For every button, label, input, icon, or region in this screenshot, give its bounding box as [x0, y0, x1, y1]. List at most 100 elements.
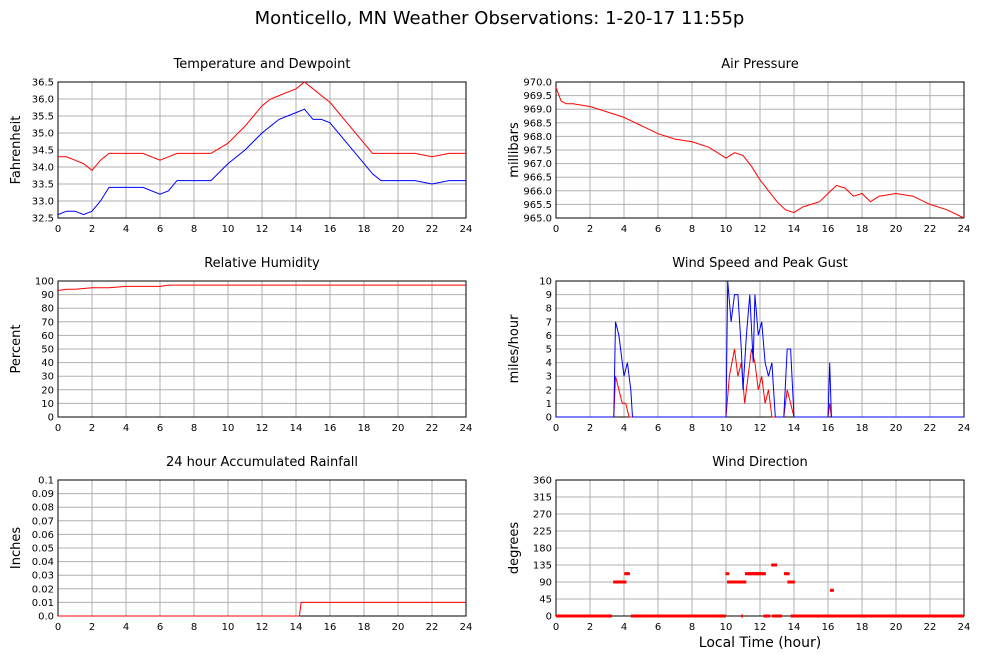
y-tick-label: 969.0	[523, 105, 552, 116]
x-tick-label: 0	[55, 423, 61, 434]
page-title: Monticello, MN Weather Observations: 1-2…	[254, 8, 745, 29]
x-tick-label: 24	[460, 622, 473, 633]
y-tick-label: 7	[546, 317, 552, 328]
series-line-1	[556, 280, 964, 418]
x-tick-label: 20	[890, 622, 903, 633]
y-tick-label: 6	[546, 331, 552, 342]
y-tick-label: 3	[546, 372, 552, 383]
x-tick-label: 18	[856, 423, 869, 434]
x-tick-label: 0	[553, 423, 559, 434]
x-tick-label: 22	[426, 622, 439, 633]
y-tick-label: 10	[539, 277, 552, 288]
plot-frame	[57, 280, 467, 418]
x-tick-label: 6	[157, 224, 163, 235]
y-tick-label: 0.1	[38, 476, 54, 487]
x-tick-label: 4	[621, 224, 627, 235]
y-tick-label: 40	[41, 358, 54, 369]
y-tick-label: 10	[41, 399, 54, 410]
x-tick-label: 2	[587, 622, 593, 633]
x-tick-label: 22	[924, 224, 937, 235]
x-tick-label: 4	[123, 423, 129, 434]
y-tick-label: 967.5	[523, 146, 552, 157]
x-tick-label: 18	[358, 224, 371, 235]
y-tick-label: 0.0	[38, 612, 54, 623]
x-tick-label: 22	[426, 423, 439, 434]
series-line-0	[58, 81, 466, 172]
data-point	[742, 580, 747, 584]
x-tick-label: 12	[256, 622, 269, 633]
x-tick-label: 24	[958, 622, 971, 633]
x-tick-label: 6	[655, 622, 661, 633]
x-tick-label: 0	[553, 622, 559, 633]
y-tick-label: 180	[533, 544, 552, 555]
data-point	[625, 572, 630, 576]
x-tick-label: 10	[222, 622, 235, 633]
data-point	[619, 580, 624, 584]
x-tick-label: 20	[890, 224, 903, 235]
y-tick-label: 70	[41, 317, 54, 328]
x-tick-label: 4	[123, 622, 129, 633]
x-tick-label: 8	[689, 224, 695, 235]
plot-frame	[57, 81, 467, 219]
x-tick-label: 16	[822, 622, 835, 633]
x-tick-label: 14	[788, 622, 801, 633]
y-tick-label: 0.02	[32, 584, 54, 595]
chart-title: Temperature and Dewpoint	[173, 57, 351, 72]
x-tick-label: 16	[324, 423, 337, 434]
x-tick-label: 10	[720, 224, 733, 235]
x-tick-label: 12	[256, 423, 269, 434]
x-tick-label: 4	[621, 423, 627, 434]
x-tick-label: 6	[157, 423, 163, 434]
x-tick-label: 14	[290, 423, 303, 434]
plot-frame	[555, 479, 965, 617]
y-axis-label: millibars	[507, 122, 522, 178]
x-tick-label: 18	[358, 622, 371, 633]
y-tick-label: 270	[533, 510, 552, 521]
y-tick-label: 80	[41, 304, 54, 315]
y-tick-label: 60	[41, 331, 54, 342]
y-tick-label: 968.0	[523, 132, 552, 143]
y-tick-label: 966.0	[523, 186, 552, 197]
x-tick-label: 0	[553, 224, 559, 235]
y-tick-label: 34.0	[32, 163, 54, 174]
y-axis-label: miles/hour	[507, 314, 522, 383]
y-tick-label: 0.04	[32, 557, 54, 568]
y-tick-label: 33.5	[32, 180, 54, 191]
x-tick-label: 4	[621, 622, 627, 633]
y-tick-label: 0.05	[32, 544, 54, 555]
y-tick-label: 135	[533, 561, 552, 572]
plot-frame	[555, 280, 965, 418]
x-tick-label: 2	[587, 224, 593, 235]
series-line-0	[58, 601, 466, 617]
y-tick-label: 90	[41, 290, 54, 301]
y-tick-label: 36.5	[32, 78, 54, 89]
x-tick-label: 24	[958, 423, 971, 434]
y-tick-label: 0.08	[32, 503, 54, 514]
data-point	[785, 572, 790, 576]
x-tick-label: 18	[358, 423, 371, 434]
y-axis-label: Percent	[9, 325, 24, 374]
y-tick-label: 9	[546, 290, 552, 301]
x-tick-label: 16	[822, 423, 835, 434]
y-axis-label: Inches	[9, 527, 24, 569]
x-tick-label: 14	[788, 224, 801, 235]
x-tick-label: 8	[689, 622, 695, 633]
plot-frame	[555, 81, 965, 219]
y-tick-label: 0.07	[32, 516, 54, 527]
x-tick-label: 2	[587, 423, 593, 434]
x-tick-label: 12	[256, 224, 269, 235]
x-tick-label: 22	[426, 224, 439, 235]
y-tick-label: 0.09	[32, 489, 54, 500]
y-tick-label: 33.0	[32, 197, 54, 208]
y-axis-label: Fahrenheit	[9, 116, 24, 185]
y-tick-label: 315	[533, 493, 552, 504]
x-tick-label: 6	[655, 423, 661, 434]
series-line-0	[57, 284, 466, 291]
y-tick-label: 1	[546, 399, 552, 410]
x-tick-label: 8	[191, 622, 197, 633]
chart-title: Relative Humidity	[204, 256, 320, 271]
y-tick-label: 968.5	[523, 118, 552, 129]
